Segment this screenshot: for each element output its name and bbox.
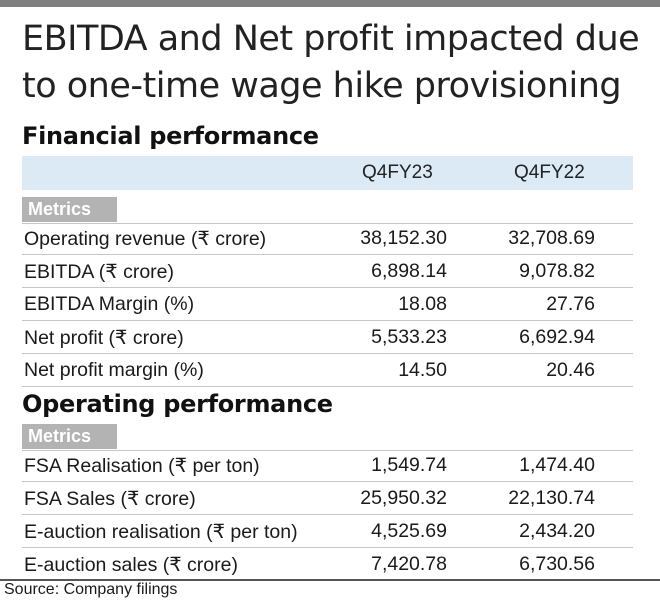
financial-metrics-tag: Metrics — [22, 197, 117, 222]
value-q4fy23: 6,898.14 — [371, 260, 447, 282]
row-label: FSA Sales (₹ crore) — [24, 488, 196, 510]
column-header-q4fy23: Q4FY23 — [362, 162, 433, 183]
value-q4fy23: 38,152.30 — [360, 227, 447, 249]
divider — [22, 223, 633, 224]
value-q4fy23: 5,533.23 — [371, 326, 447, 348]
value-q4fy23: 1,549.74 — [371, 454, 447, 476]
bottom-rule — [0, 579, 660, 581]
table-row: FSA Realisation (₹ per ton) 1,549.74 1,474… — [22, 451, 633, 482]
value-q4fy22: 9,078.82 — [519, 260, 595, 282]
row-label: EBITDA (₹ crore) — [24, 261, 175, 283]
table-row: EBITDA (₹ crore) 6,898.14 9,078.82 — [22, 257, 633, 288]
row-label: EBITDA Margin (%) — [24, 293, 195, 315]
financial-section-title: Financial performance — [22, 122, 319, 150]
value-q4fy22: 6,692.94 — [519, 326, 595, 348]
row-label: FSA Realisation (₹ per ton) — [24, 455, 260, 477]
value-q4fy22: 22,130.74 — [508, 487, 595, 509]
value-q4fy22: 32,708.69 — [508, 227, 595, 249]
value-q4fy23: 14.50 — [398, 359, 447, 381]
row-label: Net profit (₹ crore) — [24, 327, 184, 349]
row-label: E-auction sales (₹ crore) — [24, 554, 238, 576]
row-label: E-auction realisation (₹ per ton) — [24, 521, 298, 543]
table-row: Net profit margin (%) 14.50 20.46 — [22, 356, 633, 387]
table-row: EBITDA Margin (%) 18.08 27.76 — [22, 290, 633, 321]
value-q4fy23: 18.08 — [398, 293, 447, 315]
column-header-q4fy22: Q4FY22 — [514, 162, 585, 183]
operating-metrics-tag: Metrics — [22, 424, 117, 449]
value-q4fy22: 20.46 — [546, 359, 595, 381]
value-q4fy23: 7,420.78 — [371, 553, 447, 575]
table-row: Net profit (₹ crore) 5,533.23 6,692.94 — [22, 323, 633, 354]
row-label: Operating revenue (₹ crore) — [24, 228, 267, 250]
value-q4fy22: 2,434.20 — [519, 520, 595, 542]
value-q4fy23: 4,525.69 — [371, 520, 447, 542]
row-label: Net profit margin (%) — [24, 359, 204, 381]
table-row: Operating revenue (₹ crore) 38,152.30 32,7… — [22, 224, 633, 255]
table-row: E-auction sales (₹ crore) 7,420.78 6,730.5… — [22, 550, 633, 581]
headline: EBITDA and Net profit impacted due to on… — [22, 19, 640, 106]
table-row: E-auction realisation (₹ per ton) 4,525.6… — [22, 517, 633, 548]
table-row: FSA Sales (₹ crore) 25,950.32 22,130.74 — [22, 484, 633, 515]
column-header-band — [22, 156, 633, 190]
source-note: Source: Company filings — [4, 581, 178, 598]
value-q4fy22: 1,474.40 — [519, 454, 595, 476]
value-q4fy22: 6,730.56 — [519, 553, 595, 575]
divider — [22, 450, 633, 451]
value-q4fy23: 25,950.32 — [360, 487, 447, 509]
top-bar — [0, 0, 660, 7]
operating-section-title: Operating performance — [22, 390, 333, 418]
value-q4fy22: 27.76 — [546, 293, 595, 315]
